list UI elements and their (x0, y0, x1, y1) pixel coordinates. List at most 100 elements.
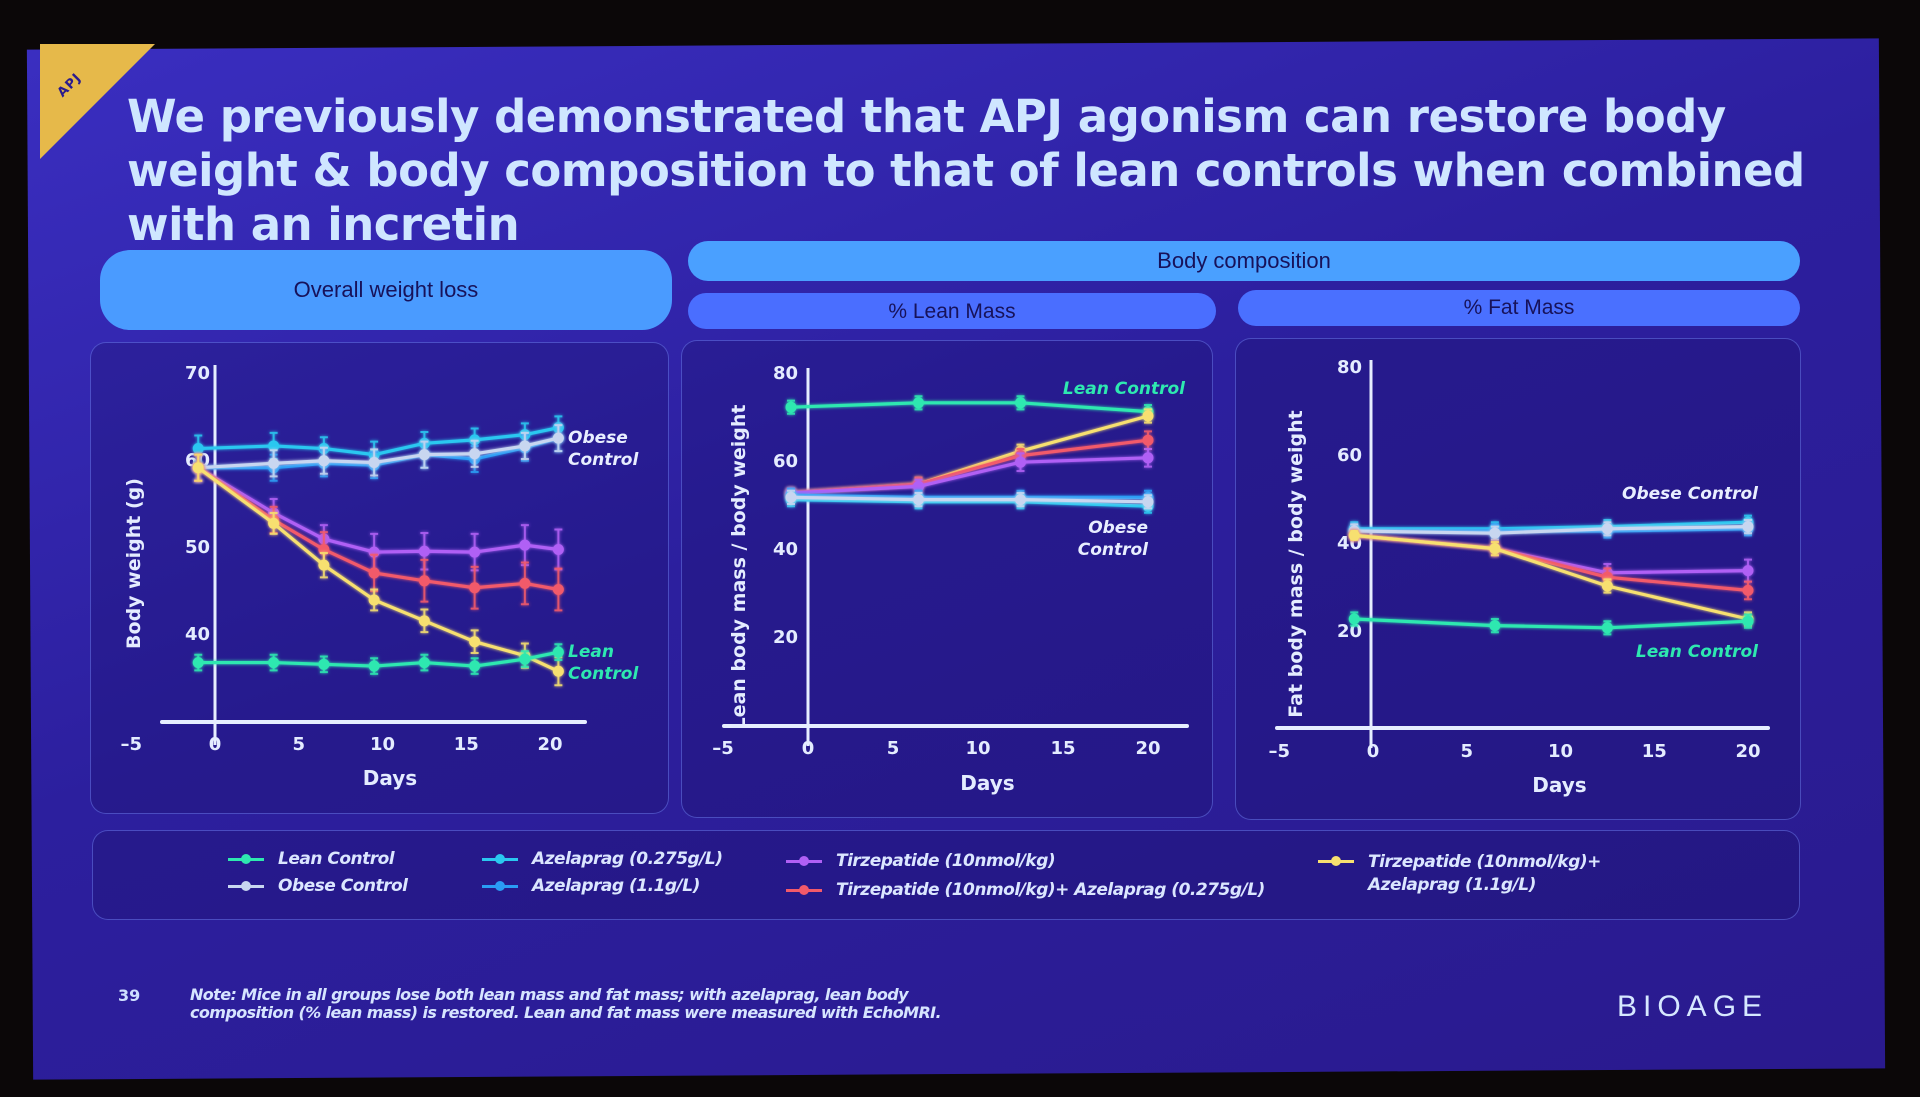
data-point (913, 494, 924, 506)
section-overall-weight-loss: Overall weight loss (100, 250, 672, 330)
legend-item-obese-control: Obese Control (228, 876, 408, 896)
data-point (1142, 496, 1154, 508)
data-point (1142, 452, 1154, 464)
data-point (1142, 410, 1154, 422)
y-axis-label: Body weight (g) (123, 478, 145, 649)
series-line (1354, 617, 1749, 630)
data-point (318, 658, 330, 670)
data-point (469, 448, 481, 460)
data-point (1742, 565, 1754, 577)
data-point (469, 546, 481, 558)
legend-item-lean-control: Lean Control (228, 849, 395, 869)
slide-title: We previously demonstrated that APJ agon… (127, 90, 1805, 251)
series-annotation: Lean Control (1063, 379, 1186, 399)
x-tick-label: 20 (1735, 741, 1760, 762)
legend-swatch-icon (786, 883, 822, 897)
x-tick-label: 20 (1135, 738, 1160, 759)
x-tick-label: 0 (1367, 741, 1380, 762)
data-point (469, 636, 481, 648)
series-tirzepatide-10nmol-kg-azelaprag-1-1g-l (785, 408, 1154, 499)
data-point (469, 660, 481, 672)
series-tirzepatide-10nmol-kg (785, 448, 1154, 499)
data-point (1142, 434, 1154, 446)
data-point (1015, 397, 1026, 409)
legend-swatch-icon (1318, 854, 1354, 868)
data-point (785, 401, 797, 413)
data-point (552, 665, 564, 677)
data-point (1015, 456, 1026, 468)
data-point (1742, 584, 1754, 596)
y-tick-label: 20 (773, 627, 798, 648)
series-line (198, 436, 559, 470)
chart-panel-fat (1235, 338, 1801, 820)
data-point (418, 575, 430, 587)
data-point (519, 440, 531, 452)
data-point (268, 440, 280, 452)
data-point (268, 517, 280, 529)
data-point (368, 456, 380, 468)
data-point (1601, 580, 1613, 592)
data-point (268, 457, 280, 469)
legend-item-tirzepatide-azelaprag-low: Tirzepatide (10nmol/kg)+ Azelaprag (0.27… (786, 880, 1265, 900)
legend-label: Tirzepatide (10nmol/kg)+ (1368, 852, 1601, 872)
series-lean-control (785, 395, 1154, 420)
series-line (1354, 533, 1749, 621)
x-tick-label: 10 (370, 734, 395, 755)
data-point (418, 657, 430, 669)
data-point (552, 543, 564, 555)
y-tick-label: 20 (1337, 621, 1362, 642)
legend-box (92, 830, 1800, 920)
series-tirzepatide-10nmol-kg (1348, 529, 1754, 583)
x-tick-label: 15 (454, 734, 479, 755)
x-tick-label: 5 (292, 734, 305, 755)
x-tick-label: –5 (1268, 741, 1290, 762)
data-point (519, 653, 531, 665)
data-point (519, 539, 531, 551)
legend-item-tirzepatide: Tirzepatide (10nmol/kg) (786, 851, 1056, 871)
series-annotation: Obese Control (1622, 484, 1759, 504)
series-tirzepatide-10nmol-kg-azelaprag-1-1g-l (192, 453, 564, 687)
data-point (1348, 529, 1360, 541)
y-tick-label: 40 (773, 539, 798, 560)
series-tirzepatide-10nmol-kg-azelaprag-0-275g-l (192, 453, 564, 612)
data-point (519, 577, 531, 589)
series-line (197, 466, 560, 673)
data-point (418, 449, 430, 461)
data-point (1015, 494, 1026, 506)
x-tick-label: 15 (1050, 738, 1075, 759)
x-axis-label: Days (960, 771, 1014, 795)
legend-label: Tirzepatide (10nmol/kg)+ Azelaprag (0.27… (836, 880, 1265, 900)
y-tick-label: 50 (185, 537, 210, 558)
data-point (469, 582, 481, 594)
data-point (1489, 527, 1501, 539)
data-point (1742, 521, 1754, 533)
series-line (790, 495, 1149, 504)
series-lean-control (1348, 611, 1754, 636)
series-annotation: Obese (568, 428, 628, 448)
data-point (785, 491, 797, 503)
footnote: Note: Mice in all groups lose both lean … (190, 985, 942, 1022)
series-line (790, 414, 1149, 495)
data-point (913, 397, 924, 409)
data-point (1489, 620, 1501, 632)
data-point (418, 545, 430, 557)
section-body-composition: Body composition (688, 241, 1800, 281)
y-tick-label: 80 (773, 363, 798, 384)
y-tick-label: 70 (185, 363, 210, 384)
series-lean-control (192, 643, 564, 675)
x-axis-label: Days (363, 766, 417, 790)
series-annotation: Control (1078, 540, 1149, 560)
series-annotation: Control (568, 450, 639, 470)
series-line (1354, 533, 1749, 592)
x-tick-label: –5 (120, 734, 142, 755)
series-line (197, 466, 559, 554)
brand-logo: BIOAGE (1617, 990, 1769, 1023)
legend-swatch-icon (228, 879, 264, 893)
y-tick-label: 40 (185, 624, 210, 645)
series-annotation: Control (568, 664, 639, 684)
data-point (192, 462, 204, 474)
section-fat-mass: % Fat Mass (1238, 290, 1800, 326)
y-tick-label: 80 (1337, 357, 1362, 378)
data-point (913, 480, 924, 492)
data-point (368, 567, 380, 579)
